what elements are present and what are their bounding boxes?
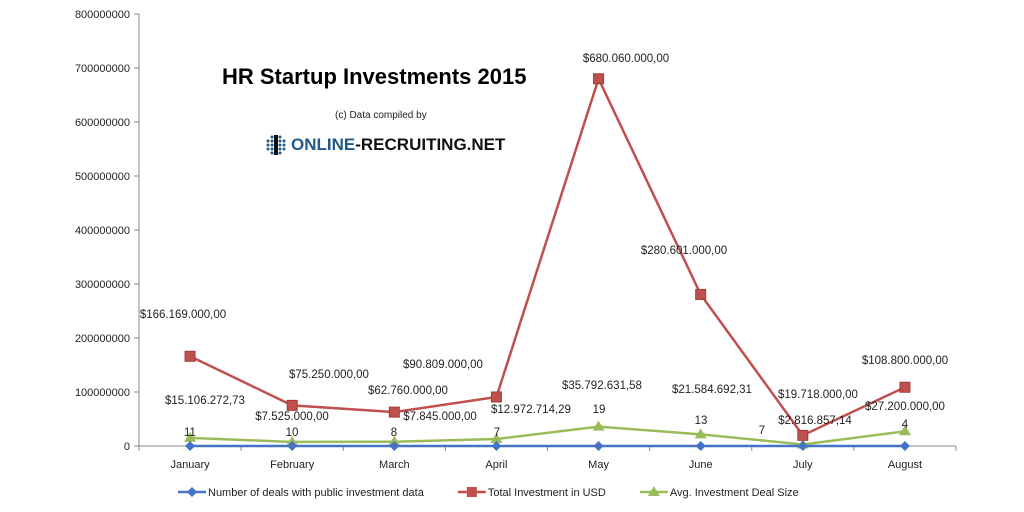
data-point-triangle: [490, 432, 503, 443]
y-tick-label: 0: [124, 441, 130, 453]
series-line: [190, 425, 906, 446]
x-tick-label: August: [888, 459, 922, 471]
x-tick-label: April: [485, 459, 507, 471]
data-point-triangle: [286, 435, 299, 446]
online-recruiting-logo: ONLINE-RECRUITING.NET: [265, 134, 505, 156]
data-label: $27.200.000,00: [865, 401, 945, 413]
data-label: $7.525.000,00: [255, 411, 329, 423]
data-label: $280.601.000,00: [641, 245, 727, 257]
chart-title: HR Startup Investments 2015: [222, 64, 527, 89]
y-tick-label: 300000000: [75, 279, 130, 291]
y-tick-label: 400000000: [75, 225, 130, 237]
data-label: $680.060.000,00: [583, 53, 669, 65]
legend-marker-triangle: [647, 486, 660, 496]
x-tick-label: July: [793, 459, 813, 471]
data-label: 4: [902, 419, 909, 431]
legend-label: Number of deals with public investment d…: [208, 487, 425, 499]
data-label: $21.584.692,31: [672, 384, 752, 396]
data-label: $108.800.000,00: [862, 355, 948, 367]
y-tick-label: 500000000: [75, 171, 130, 183]
legend-marker-diamond: [187, 487, 197, 497]
logo-text-online: ONLINE: [291, 135, 356, 154]
chart-subtitle: (c) Data compiled by: [335, 110, 427, 121]
x-tick-label: May: [588, 459, 609, 471]
data-point-square: [899, 381, 911, 393]
legend-label: Avg. Investment Deal Size: [670, 487, 799, 499]
logo-dots-icon: [266, 135, 286, 155]
data-label: 8: [391, 427, 397, 439]
data-label: $15.106.272,73: [165, 395, 245, 407]
data-label: $35.792.631,58: [562, 380, 642, 392]
data-point-square: [797, 429, 809, 441]
data-label: $62.760.000,00: [368, 385, 448, 397]
y-tick-label: 700000000: [75, 63, 130, 75]
data-point-diamond: [287, 441, 298, 451]
data-label: 19: [593, 404, 606, 416]
data-label: $166.169.000,00: [140, 309, 226, 321]
data-point-square: [388, 406, 400, 418]
logo-text-recruiting: -RECRUITING.NET: [355, 135, 506, 154]
data-point-diamond: [695, 441, 706, 451]
x-tick-label: June: [689, 459, 713, 471]
data-point-triangle: [388, 435, 401, 446]
data-label: 7: [494, 427, 500, 439]
data-label: $90.809.000,00: [403, 359, 483, 371]
data-label: 7: [759, 425, 765, 437]
data-point-triangle: [898, 425, 911, 436]
legend-marker-square: [466, 487, 477, 497]
data-label: $2.816.857,14: [778, 415, 852, 427]
y-tick-label: 600000000: [75, 117, 130, 129]
data-point-diamond: [593, 441, 604, 451]
data-point-diamond: [185, 441, 196, 451]
data-point-triangle: [592, 420, 605, 431]
data-point-diamond: [899, 441, 910, 451]
data-label: 11: [184, 427, 196, 439]
data-point-diamond: [389, 441, 400, 451]
x-tick-label: March: [379, 459, 410, 471]
data-point-square: [286, 399, 298, 411]
legend-label: Total Investment in USD: [488, 487, 606, 499]
y-tick-label: 100000000: [75, 387, 130, 399]
data-point-square: [184, 350, 196, 362]
data-point-diamond: [491, 441, 502, 451]
data-label: 13: [695, 415, 708, 427]
data-label: 10: [286, 427, 299, 439]
y-tick-label: 800000000: [75, 9, 130, 21]
data-point-square: [593, 73, 605, 85]
data-label: $75.250.000,00: [289, 369, 369, 381]
data-point-triangle: [694, 428, 707, 439]
data-point-square: [490, 391, 502, 403]
x-tick-label: January: [170, 459, 210, 471]
data-point-square: [695, 288, 707, 300]
x-tick-label: February: [270, 459, 315, 471]
series-line: [189, 75, 906, 437]
data-label: $19.718.000,00: [778, 389, 858, 401]
data-point-diamond: [797, 441, 808, 451]
data-point-triangle: [184, 431, 197, 442]
data-label: $7.845.000,00: [403, 411, 477, 423]
data-label: $12.972.714,29: [491, 404, 571, 416]
y-tick-label: 200000000: [75, 333, 130, 345]
